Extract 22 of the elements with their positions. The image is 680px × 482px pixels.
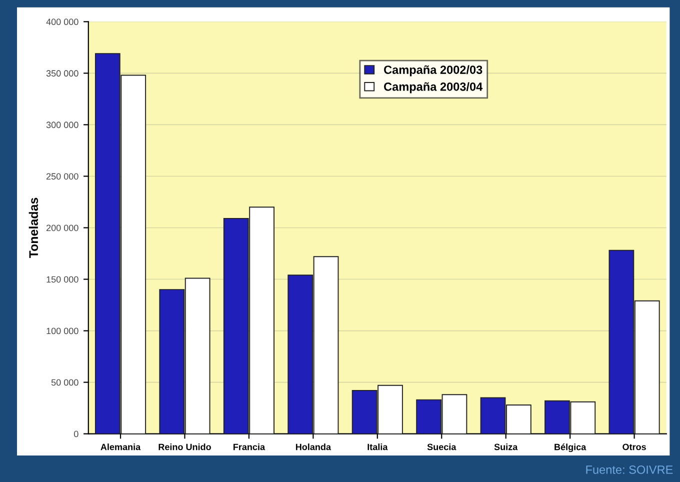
x-tick-label: Italia bbox=[368, 444, 388, 450]
x-tick-label: Holanda bbox=[296, 444, 332, 450]
x-tick-label: Reino Unido bbox=[158, 444, 211, 450]
x-tick-label: Bélgica bbox=[554, 444, 586, 452]
y-tick-label: 0 bbox=[74, 430, 78, 438]
x-tick-label: Alemania bbox=[100, 444, 141, 450]
y-tick-label: 200 000 bbox=[46, 224, 78, 232]
legend-label: Campaña 2003/04 bbox=[384, 82, 483, 94]
x-tick-label: Suecia bbox=[427, 444, 456, 450]
y-axis-title: Toneladas bbox=[28, 198, 38, 258]
y-tick-label: 150 000 bbox=[46, 276, 78, 283]
legend-label: Campaña 2002/03 bbox=[384, 65, 482, 76]
x-tick-label: Suiza bbox=[494, 444, 518, 450]
y-tick-label: 400 000 bbox=[46, 18, 78, 26]
y-tick-label: 300 000 bbox=[46, 122, 78, 128]
y-tick-label: 50 000 bbox=[51, 379, 78, 386]
x-tick-label: Francia bbox=[234, 444, 266, 450]
y-tick-label: 100 000 bbox=[46, 328, 78, 334]
y-tick-label: 350 000 bbox=[46, 70, 78, 77]
x-tick-label: Otros bbox=[622, 444, 646, 450]
y-tick-label: 250 000 bbox=[46, 173, 78, 180]
source-note: Fuente: SOIVRE bbox=[586, 466, 673, 474]
